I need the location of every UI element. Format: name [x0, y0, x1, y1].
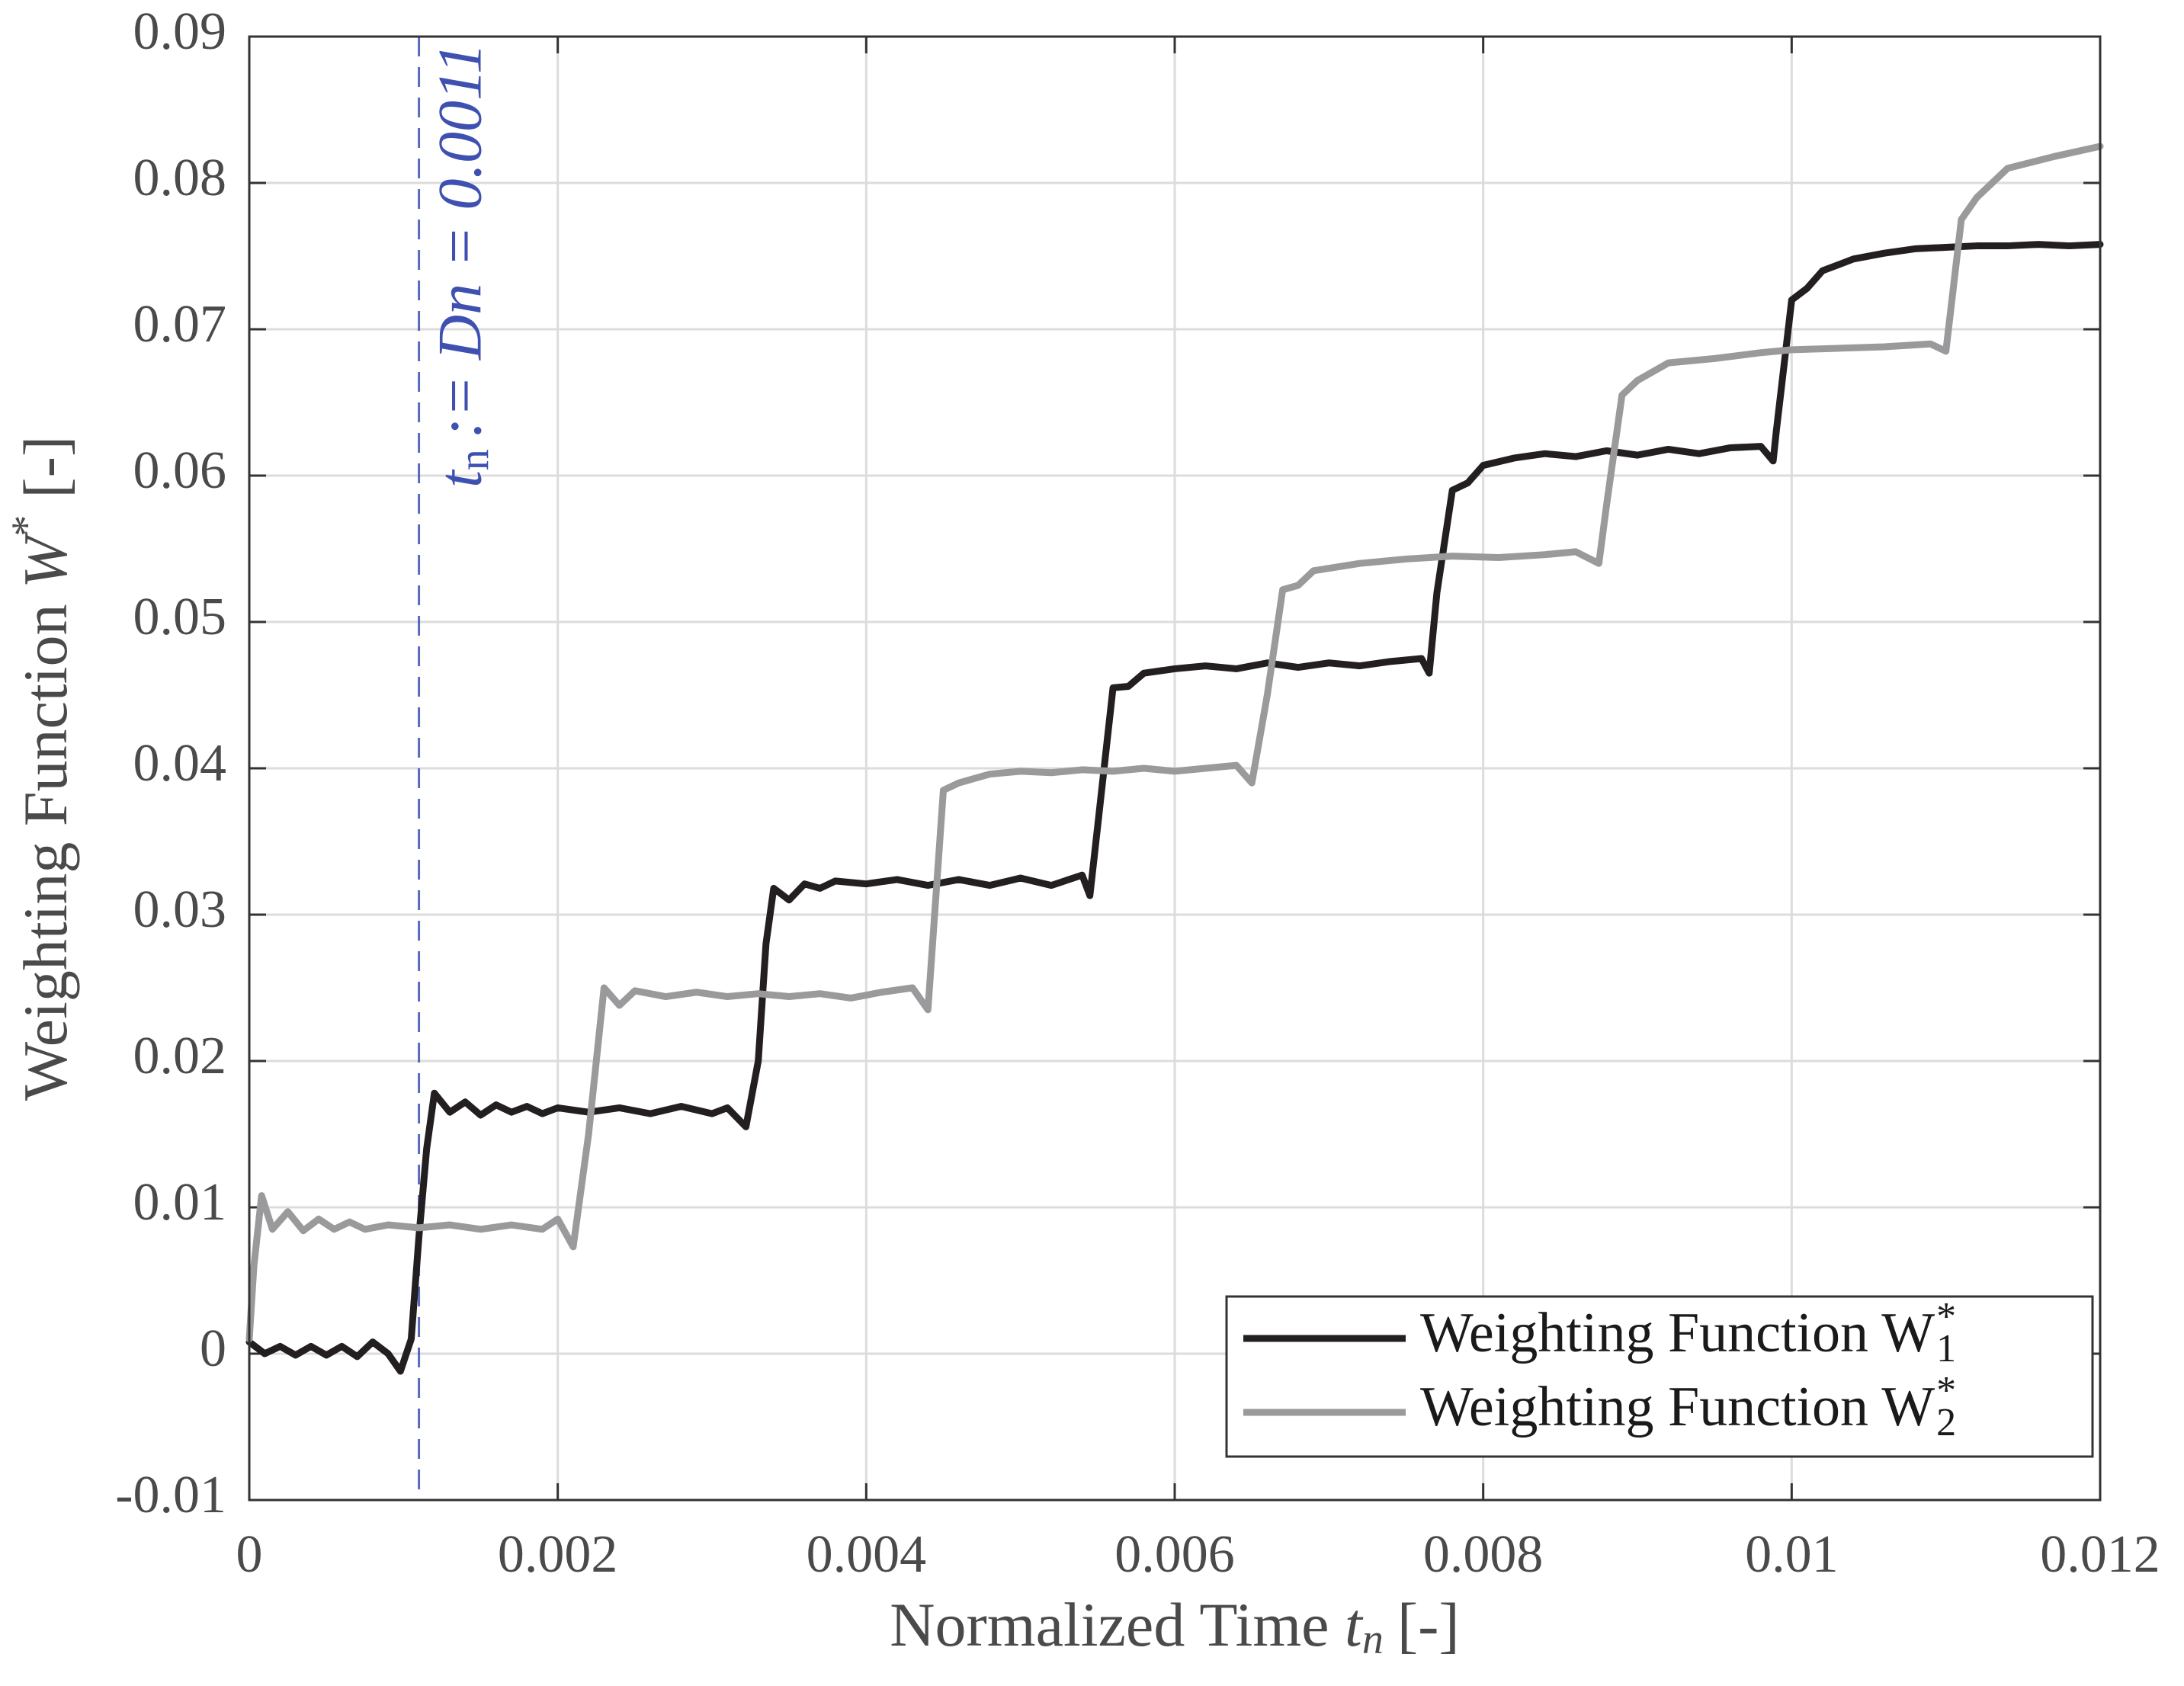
y-tick-label: 0.03	[133, 880, 227, 939]
legend-sup: *	[1936, 1295, 1956, 1338]
legend-sub: 2	[1936, 1401, 1956, 1444]
legend-sup: *	[1936, 1369, 1956, 1412]
x-label-symbol: t	[1345, 1590, 1364, 1659]
series-line	[245, 143, 2104, 1343]
x-tick-label: 0.002	[498, 1525, 618, 1584]
x-tick-label: 0.01	[1745, 1525, 1839, 1584]
y-tick-label: 0.02	[133, 1027, 227, 1085]
x-label-text: Normalized Time	[890, 1590, 1329, 1659]
x-tick-label: 0	[236, 1525, 263, 1584]
y-label-symbol: W	[11, 531, 80, 588]
y-tick-label: 0.05	[133, 588, 227, 646]
y-label-sup: *	[3, 515, 50, 537]
y-tick-label: 0	[200, 1319, 226, 1378]
x-tick-label: 0.006	[1114, 1525, 1235, 1584]
legend-name: Weighting Function W	[1420, 1302, 1935, 1364]
legend-box	[1225, 1295, 2094, 1458]
x-label-unit: [-]	[1397, 1590, 1460, 1659]
annotation: tn := Dn = 0.0011	[425, 43, 498, 488]
plot-frame	[248, 35, 2102, 1502]
y-axis-label: Weighting Function W* [-]	[3, 436, 80, 1101]
series-line	[245, 241, 2104, 1375]
x-tick-label: 0.012	[2040, 1525, 2160, 1584]
legend-label: Weighting Function W1*	[1420, 1295, 1956, 1370]
y-tick-label: 0.08	[133, 149, 227, 207]
y-label-text: Weighting Function	[11, 604, 80, 1101]
x-tick-label: 0.004	[807, 1525, 927, 1584]
x-axis-label: Normalized Time tn [-]	[890, 1590, 1459, 1663]
y-tick-label: 0.09	[133, 2, 227, 61]
annotation-sub: n	[451, 449, 498, 470]
y-tick-label: 0.01	[133, 1173, 227, 1232]
legend-sub: 1	[1936, 1327, 1956, 1370]
y-tick-label: 0.04	[133, 734, 227, 793]
y-label-unit: [-]	[11, 436, 80, 498]
annotation-symbol: t	[425, 469, 494, 488]
annotation-text: := Dn = 0.0011	[425, 43, 494, 438]
legend-label: Weighting Function W2*	[1420, 1369, 1956, 1444]
y-tick-label: -0.01	[115, 1466, 226, 1524]
y-tick-label: 0.06	[133, 441, 227, 500]
x-label-sub: n	[1362, 1616, 1384, 1663]
y-tick-label: 0.07	[133, 295, 227, 354]
legend-name: Weighting Function W	[1420, 1376, 1935, 1438]
x-tick-label: 0.008	[1423, 1525, 1544, 1584]
